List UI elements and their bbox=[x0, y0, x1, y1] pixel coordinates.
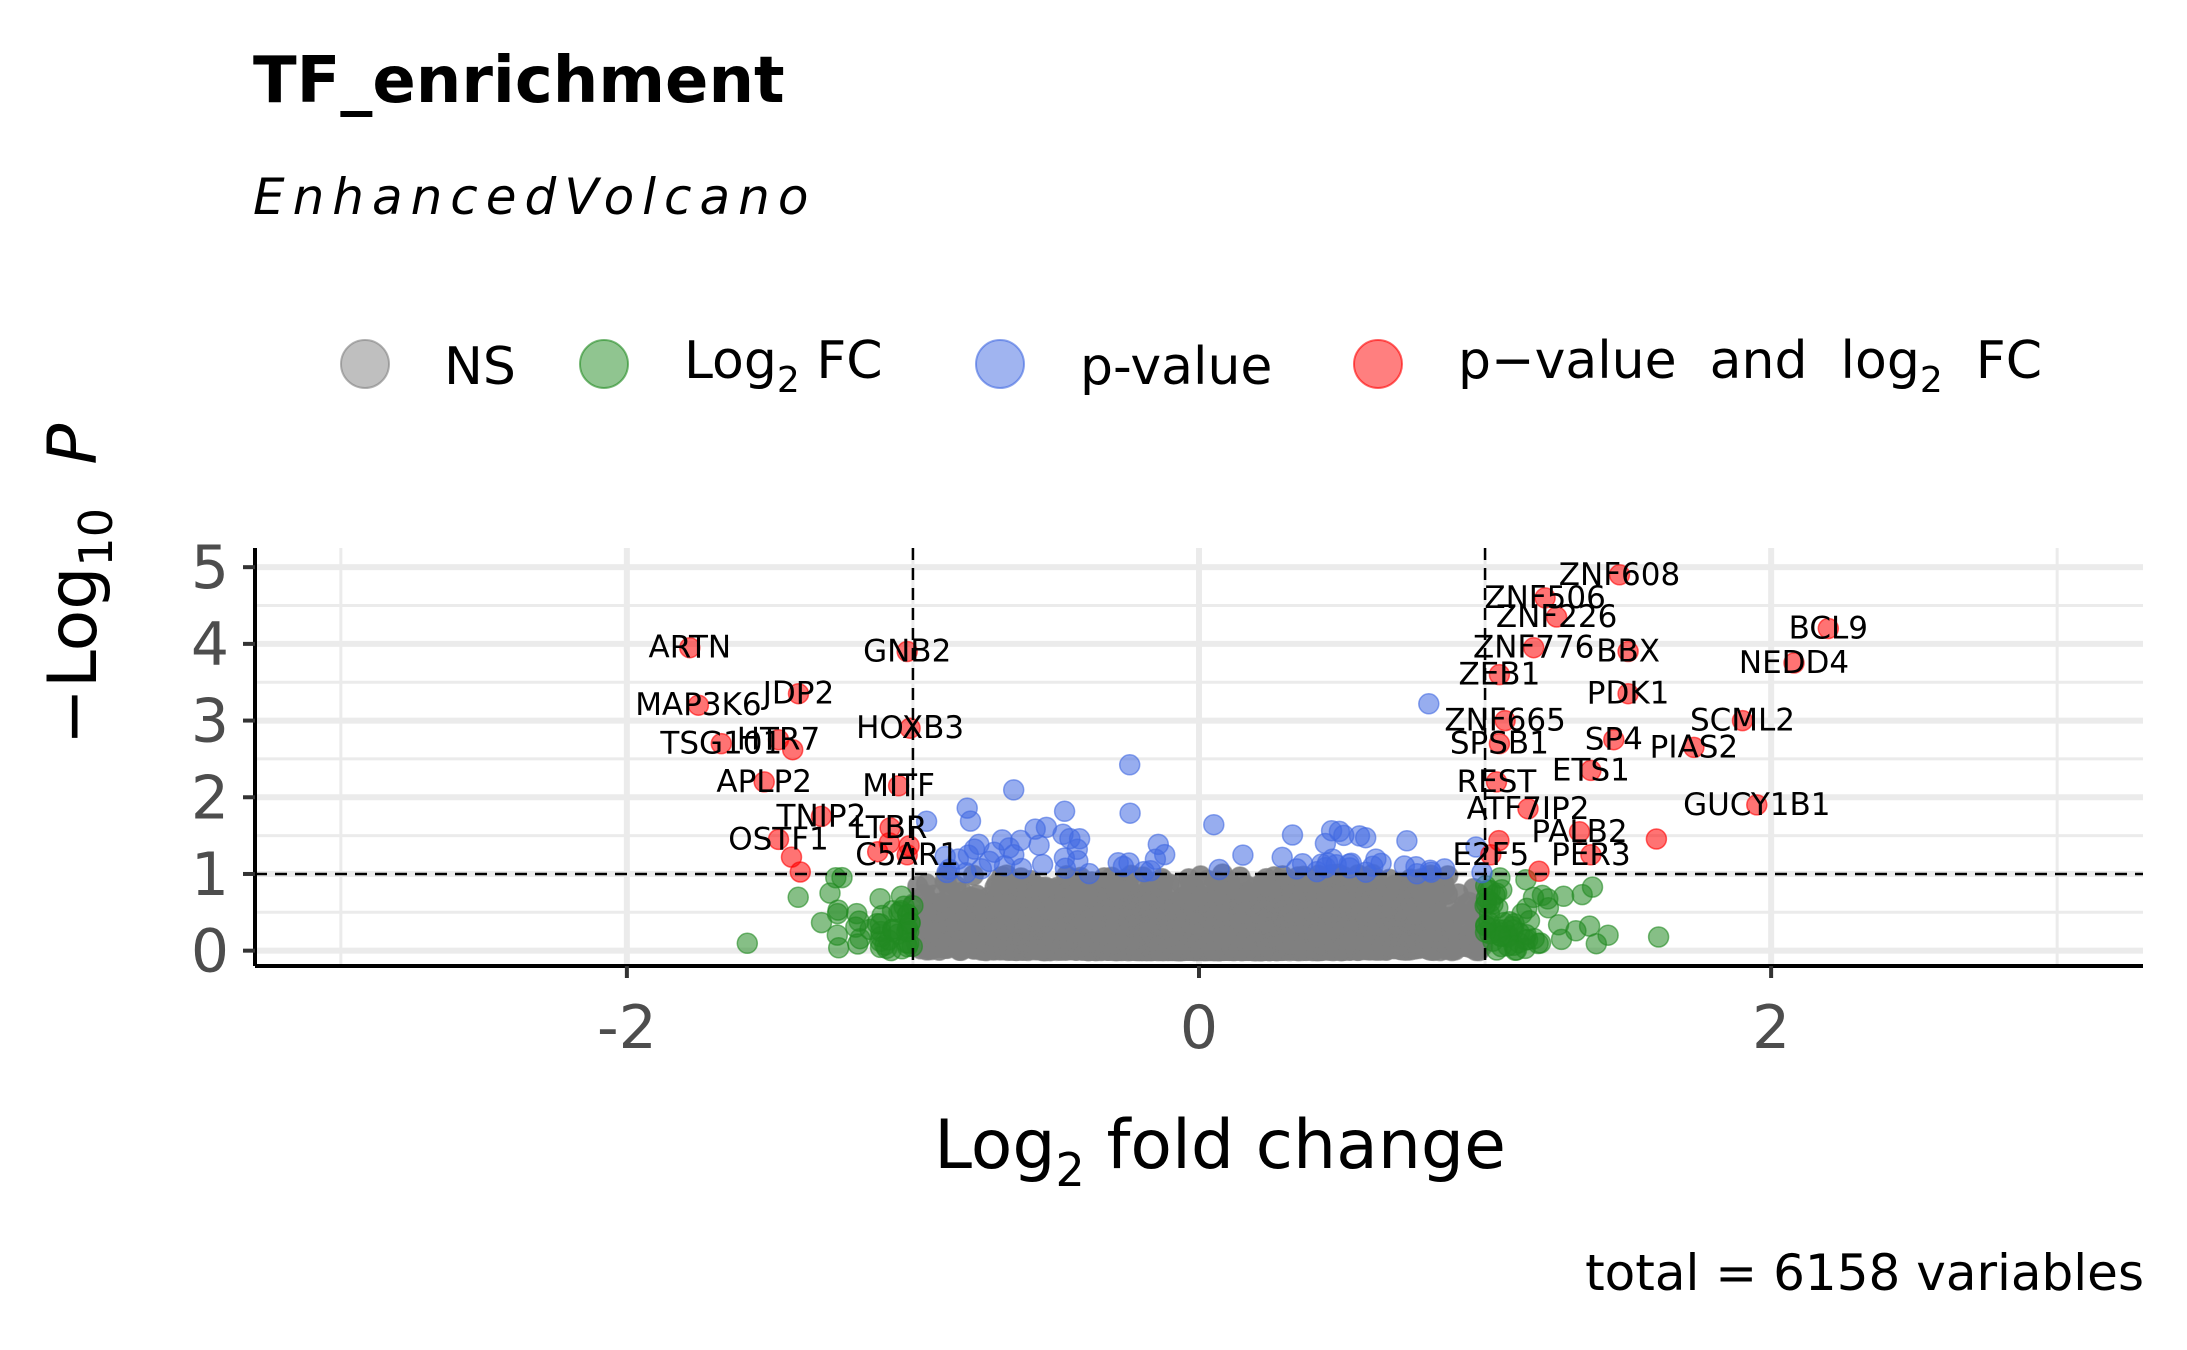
legend-label-log2fc-main: Log bbox=[684, 331, 777, 391]
legend-label-log2fc-tail: FC bbox=[800, 331, 883, 391]
legend: NS Log2 FC p-value p−value and log2 FC bbox=[340, 331, 2042, 401]
legend-swatch-ns bbox=[340, 339, 390, 389]
legend-label-pfc-main: p−value and log bbox=[1458, 331, 1920, 391]
chart-subtitle: EnhancedVolcano bbox=[253, 168, 816, 226]
legend-label-log2fc-sub: 2 bbox=[777, 360, 800, 401]
legend-swatch-pvalue-and-log2fc bbox=[1353, 339, 1403, 389]
legend-label-pvalue: p-value bbox=[1080, 337, 1272, 397]
legend-swatch-log2fc bbox=[579, 339, 629, 389]
legend-label-log2fc: Log2 FC bbox=[684, 331, 883, 401]
legend-label-pfc-sub: 2 bbox=[1920, 360, 1943, 401]
chart-title: TF_enrichment bbox=[253, 44, 785, 118]
legend-label-ns: NS bbox=[444, 337, 516, 397]
legend-label-pfc-tail: FC bbox=[1943, 331, 2042, 391]
legend-label-pvalue-and-log2fc: p−value and log2 FC bbox=[1458, 331, 2042, 401]
legend-swatch-pvalue bbox=[975, 339, 1025, 389]
